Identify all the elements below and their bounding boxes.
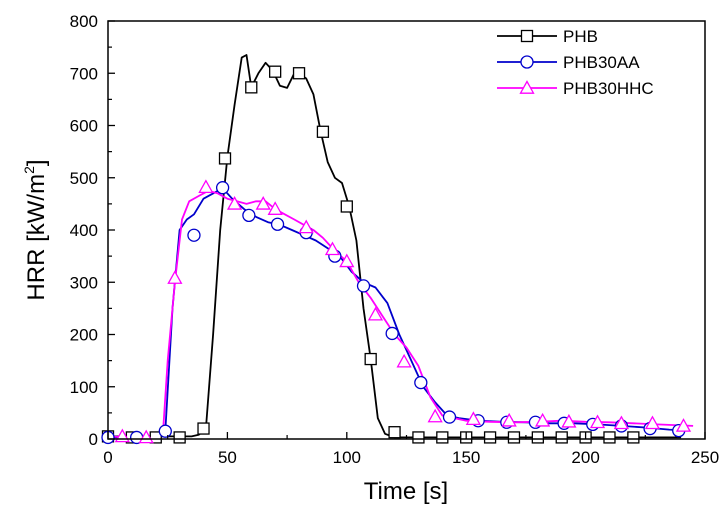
data-point-phb30aa	[215, 181, 230, 195]
data-point-phb	[388, 426, 401, 439]
data-point-phb30hhc	[167, 270, 183, 284]
data-point-phb30hhc	[255, 196, 271, 210]
data-point-phb30aa	[414, 375, 428, 390]
data-point-phb30aa	[385, 326, 399, 341]
data-point-phb	[218, 152, 232, 165]
y-tick-label: 0	[89, 430, 98, 449]
data-point-phb	[173, 431, 186, 444]
data-point-phb	[197, 422, 210, 435]
data-point-phb30hhc	[589, 414, 606, 429]
data-point-phb30hhc	[644, 415, 661, 430]
y-tick-label: 800	[70, 12, 98, 31]
data-point-phb	[412, 431, 425, 444]
data-point-phb30hhc	[535, 412, 551, 427]
x-tick-label: 50	[218, 448, 237, 467]
legend-marker-phb	[520, 29, 534, 43]
data-point-phb30hhc	[339, 253, 355, 268]
data-point-phb	[436, 431, 449, 444]
axis-tick-labels: 0 50 100 150 200 250 0 100 200 300 400 500 600 700 800	[70, 12, 720, 467]
data-point-phb	[245, 81, 258, 94]
x-axis-title: Time [s]	[364, 478, 448, 505]
legend-marker-phb30hhc	[519, 80, 535, 94]
data-point-phb30aa	[242, 208, 256, 223]
x-tick-label: 100	[333, 448, 361, 467]
data-point-phb30hhc	[298, 219, 314, 234]
legend-label-phb30aa: PHB30AA	[563, 53, 640, 72]
data-point-phb	[269, 65, 282, 78]
y-axis-title: HRR [kW/m2]	[21, 159, 50, 300]
plot-series-layer	[107, 54, 694, 439]
data-point-phb30hhc	[675, 418, 692, 432]
y-tick-label: 300	[70, 273, 98, 292]
data-point-phb30hhc	[465, 411, 481, 425]
series-line-phb30hhc	[107, 189, 694, 439]
data-point-phb	[531, 431, 544, 444]
data-point-phb30hhc	[396, 353, 412, 368]
data-point-phb30hhc	[613, 415, 630, 430]
data-point-phb	[507, 431, 521, 444]
plot-marker-layer	[101, 65, 692, 445]
y-tick-label: 500	[70, 169, 98, 188]
data-point-phb30hhc	[198, 179, 214, 194]
legend-label-phb: PHB	[563, 27, 598, 46]
y-tick-label: 700	[70, 64, 98, 83]
x-tick-label: 250	[691, 448, 719, 467]
x-tick-label: 0	[103, 448, 112, 467]
x-tick-label: 150	[452, 448, 480, 467]
chart-legend: PHB PHB30AA PHB30HHC	[497, 27, 654, 98]
data-point-phb30aa	[270, 217, 285, 231]
data-point-phb	[340, 200, 353, 213]
data-point-phb30aa	[158, 424, 172, 438]
legend-marker-phb30aa	[520, 55, 534, 69]
y-axis-title-main: HRR [kW/m	[23, 174, 50, 301]
x-tick-label: 200	[571, 448, 599, 467]
data-point-phb30hhc	[561, 413, 577, 428]
y-tick-label: 600	[70, 117, 98, 136]
data-point-phb	[555, 431, 568, 444]
data-point-phb30hhc	[367, 306, 384, 321]
data-point-phb30aa	[187, 228, 201, 242]
data-point-phb	[627, 431, 640, 444]
data-point-phb30aa	[356, 279, 371, 293]
y-tick-label: 100	[70, 378, 98, 397]
data-point-phb30aa	[442, 410, 457, 424]
data-point-phb30hhc	[267, 201, 283, 215]
data-point-phb	[316, 125, 330, 138]
legend-label-phb30hhc: PHB30HHC	[563, 79, 654, 98]
data-point-phb30hhc	[226, 196, 243, 210]
y-tick-label: 400	[70, 221, 98, 240]
data-point-phb30hhc	[427, 408, 443, 423]
data-point-phb	[603, 431, 616, 444]
data-point-phb	[483, 431, 497, 444]
series-line-phb	[108, 54, 682, 439]
y-tick-label: 200	[70, 326, 98, 345]
series-line-phb30aa	[108, 187, 686, 439]
data-point-phb30hhc	[501, 412, 517, 427]
y-axis-title-close: ]	[23, 159, 50, 166]
data-point-phb	[292, 67, 306, 80]
data-point-phb	[364, 352, 377, 366]
data-point-phb30hhc	[324, 241, 341, 256]
y-axis-title-superscript: 2	[21, 166, 37, 174]
axis-ticks	[107, 20, 706, 440]
